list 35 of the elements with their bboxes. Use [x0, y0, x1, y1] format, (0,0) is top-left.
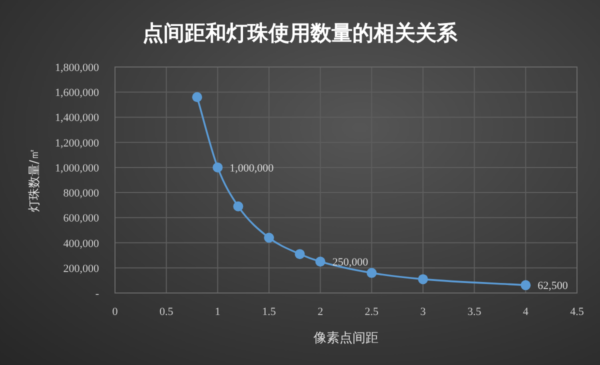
point	[294, 249, 305, 260]
x-tick-label: 1	[214, 306, 220, 318]
point	[264, 232, 274, 243]
y-tick-label: 1,000,000	[55, 162, 100, 174]
x-tick-label: 3.5	[467, 306, 482, 318]
y-tick-label: 1,600,000	[55, 87, 100, 100]
data-label: 250,000	[332, 256, 369, 269]
point	[233, 201, 244, 212]
x-tick-label: 2.5	[364, 306, 380, 318]
point	[192, 92, 202, 102]
x-tick-label: 2	[318, 306, 324, 318]
y-tick-label: 800,000	[63, 188, 100, 200]
y-tick-label: 200,000	[63, 262, 100, 275]
y-tick-label: 600,000	[63, 212, 100, 225]
data-label: 62,500	[538, 280, 568, 292]
chart-title: 点间距和灯珠使用数量的相关关系	[142, 21, 458, 45]
y-tick-label: 1,200,000	[55, 137, 100, 150]
y-tick-label: 1,400,000	[55, 112, 100, 124]
y-tick-label: 1,800,000	[55, 62, 100, 74]
point	[418, 274, 428, 284]
x-tick-label: 3	[420, 306, 426, 318]
point	[520, 280, 531, 290]
y-tick-label: 400,000	[63, 238, 100, 250]
x-tick-label: 4	[522, 306, 529, 318]
point	[315, 256, 326, 267]
point	[366, 268, 377, 278]
data-label: 1,000,000	[230, 162, 274, 174]
x-tick-label: 4.5	[570, 306, 584, 318]
y-tick-label: -	[95, 288, 100, 300]
point	[212, 162, 223, 172]
y-axis-title: 灯珠数量/㎡	[27, 148, 41, 212]
x-tick-label: 1.5	[262, 306, 276, 318]
x-axis-title: 像素点间距	[314, 331, 378, 346]
x-tick-label: 0	[112, 306, 118, 318]
x-tick-label: 0.5	[159, 306, 174, 318]
